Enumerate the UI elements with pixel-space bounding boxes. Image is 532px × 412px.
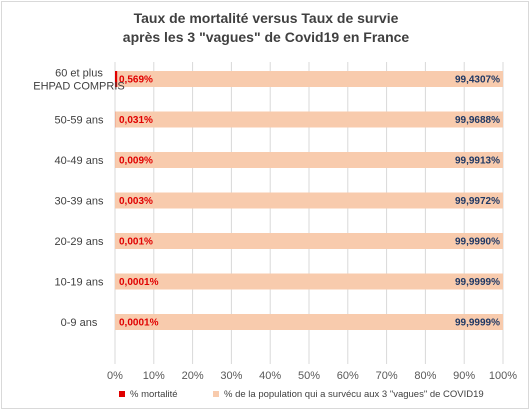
- x-tick-label: 90%: [453, 370, 475, 382]
- category-label: 20-29 ans: [55, 236, 104, 248]
- bar-survival: [115, 273, 503, 290]
- x-tick-label: 40%: [259, 370, 281, 382]
- x-tick-label: 80%: [414, 370, 436, 382]
- category-label: 40-49 ans: [55, 155, 104, 167]
- data-label-survival: 99,4307%: [455, 75, 500, 86]
- x-tick-label: 70%: [376, 370, 398, 382]
- category-label: 30-39 ans: [55, 196, 104, 208]
- legend-swatch-mortality: [119, 391, 125, 397]
- data-label-survival: 99,9990%: [455, 237, 500, 248]
- bar-survival: [115, 152, 504, 168]
- data-label-survival: 99,9688%: [455, 115, 500, 126]
- x-tick-label: 20%: [182, 370, 204, 382]
- data-label-survival: 99,9999%: [455, 318, 500, 329]
- x-tick-label: 50%: [298, 370, 320, 382]
- data-label-mortality: 0,003%: [119, 196, 153, 207]
- data-label-survival: 99,9913%: [455, 156, 500, 167]
- chart-subtitle: après les 3 "vagues" de Covid19 en Franc…: [122, 29, 410, 45]
- category-label: 50-59 ans: [55, 115, 104, 127]
- data-label-mortality: 0,009%: [119, 156, 153, 167]
- x-tick-label: 60%: [337, 370, 359, 382]
- bar-survival: [115, 111, 503, 128]
- legend-label-mortality: % mortalité: [130, 389, 178, 400]
- x-tick-label: 100%: [489, 370, 517, 382]
- data-label-mortality: 0,0001%: [119, 277, 159, 288]
- data-label-survival: 99,9972%: [455, 196, 500, 207]
- bar-survival: [115, 314, 503, 330]
- legend-swatch-survival: [213, 391, 219, 397]
- legend-label-survival: % de la population qui a survécu aux 3 "…: [224, 389, 484, 400]
- chart-title: Taux de mortalité versus Taux de survie: [133, 10, 399, 26]
- data-label-mortality: 0,001%: [119, 237, 153, 248]
- bar-survival: [115, 192, 504, 209]
- data-label-mortality: 0,569%: [119, 75, 153, 86]
- category-label: 60 et plus: [55, 68, 103, 80]
- x-tick-label: 30%: [220, 370, 242, 382]
- bar-mortality: [115, 71, 118, 87]
- data-label-mortality: 0,0001%: [119, 318, 159, 329]
- x-tick-label: 10%: [143, 370, 165, 382]
- category-label: 10-19 ans: [55, 277, 104, 289]
- bar-survival: [115, 233, 504, 249]
- category-label: 0-9 ans: [61, 317, 98, 329]
- x-tick-label: 0%: [107, 370, 123, 382]
- data-label-mortality: 0,031%: [119, 115, 153, 126]
- bar-survival: [117, 71, 503, 87]
- data-label-survival: 99,9999%: [455, 277, 500, 288]
- category-label: EHPAD COMPRIS: [33, 81, 124, 93]
